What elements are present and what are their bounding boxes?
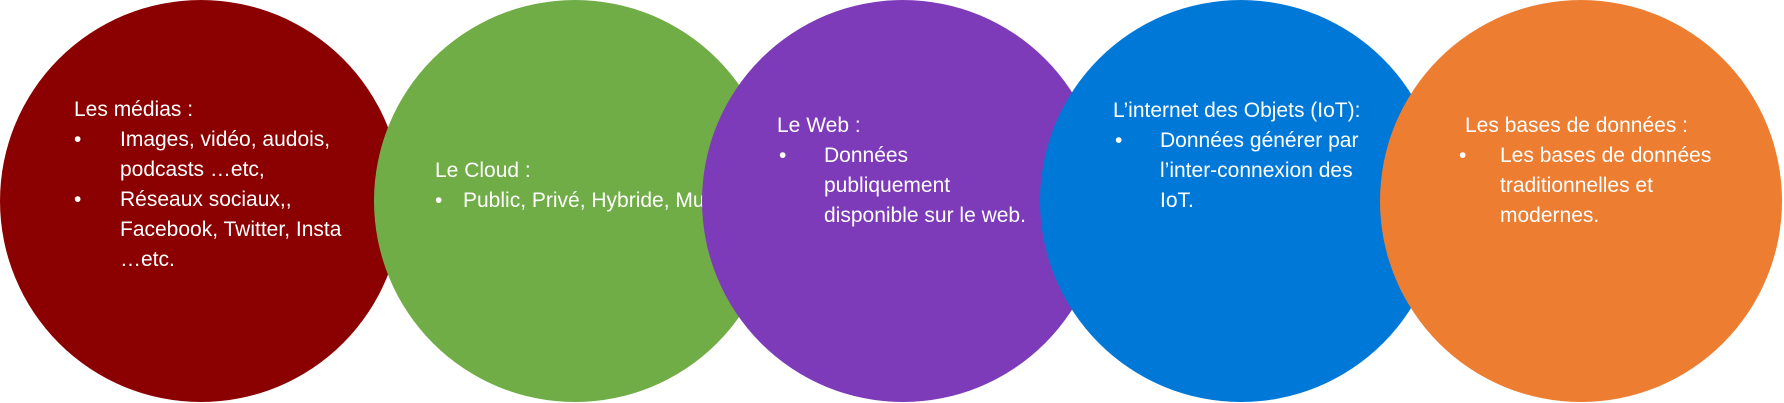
circle-medias-item: Images, vidéo, audois, podcasts …etc,: [74, 125, 354, 185]
circle-databases-item: Les bases de données traditionnelles et …: [1459, 141, 1745, 231]
circle-medias-title: Les médias :: [74, 98, 194, 121]
circle-iot-title: L’internet des Objets (IoT):: [1113, 99, 1361, 122]
circle-web-list: Données publiquement disponible sur le w…: [777, 141, 1037, 231]
circle-medias-list: Images, vidéo, audois, podcasts …etc, Ré…: [74, 125, 354, 275]
circle-web-title: Le Web :: [777, 114, 861, 137]
circle-databases-content: Les bases de données : Les bases de donn…: [1459, 111, 1745, 231]
circle-medias-item: Réseaux sociaux,, Facebook, Twitter, Ins…: [74, 185, 354, 275]
circle-medias: Les médias : Images, vidéo, audois, podc…: [0, 0, 402, 402]
circle-iot-content: L’internet des Objets (IoT): Données gén…: [1113, 96, 1383, 216]
circle-cloud-content: Le Cloud : Public, Privé, Hybride, Multi…: [435, 156, 735, 216]
circle-web-content: Le Web : Données publiquement disponible…: [777, 111, 1037, 231]
circle-iot-item: Données générer par l’inter-connexion de…: [1113, 126, 1383, 216]
circle-cloud-title: Le Cloud :: [435, 159, 531, 182]
circle-web: Le Web : Données publiquement disponible…: [702, 0, 1104, 402]
circle-iot-list: Données générer par l’inter-connexion de…: [1113, 126, 1383, 216]
circle-databases: Les bases de données : Les bases de donn…: [1380, 0, 1782, 402]
circle-cloud-item: Public, Privé, Hybride, Multi.: [435, 186, 735, 216]
circle-databases-title: Les bases de données :: [1465, 114, 1689, 137]
circle-databases-list: Les bases de données traditionnelles et …: [1459, 141, 1745, 231]
circle-medias-content: Les médias : Images, vidéo, audois, podc…: [74, 95, 354, 275]
circle-web-item: Données publiquement disponible sur le w…: [777, 141, 1037, 231]
circle-iot: L’internet des Objets (IoT): Données gén…: [1040, 0, 1442, 402]
circle-cloud-list: Public, Privé, Hybride, Multi.: [435, 186, 735, 216]
